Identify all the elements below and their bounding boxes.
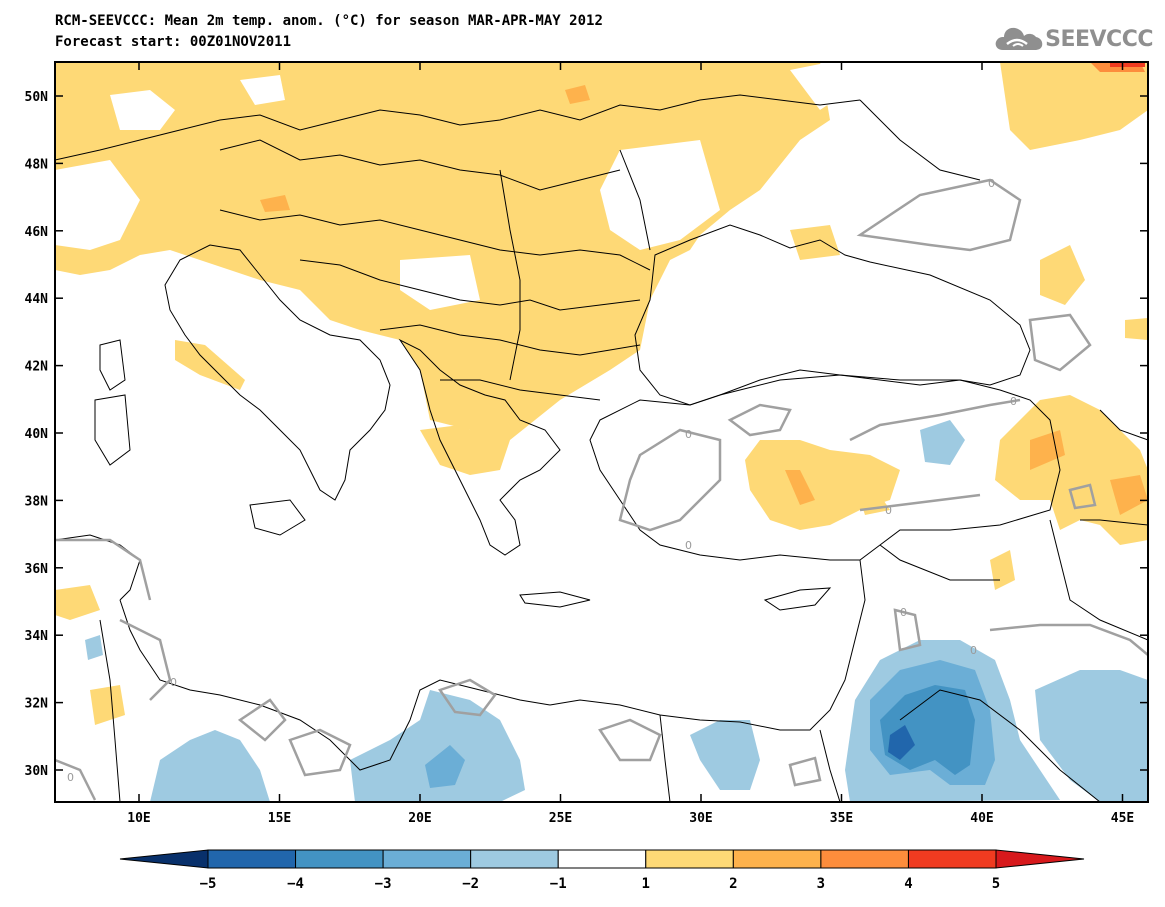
contour-label: 0 xyxy=(885,504,892,517)
colorbar-segment xyxy=(382,849,472,869)
lat-label: 50N xyxy=(25,90,49,105)
colorbar-segment xyxy=(207,849,297,869)
contour-label: 0 xyxy=(1010,395,1017,408)
lat-label: 40N xyxy=(25,427,49,442)
turkey-coast xyxy=(589,374,1061,561)
latitude-axis: 50N 48N 46N 44N 42N 40N 38N 36N 34N 32N 30N xyxy=(25,90,1148,779)
contour-label: 0 xyxy=(970,644,977,657)
logo-text: SEEVCCC xyxy=(1045,26,1153,52)
lon-label: 10E xyxy=(127,811,150,826)
colorbar-segment xyxy=(732,849,822,869)
colorbar-tick-label: −3 xyxy=(375,876,392,892)
lat-label: 30N xyxy=(25,764,49,779)
cool-anomaly-area-libya xyxy=(150,730,270,802)
lat-label: 34N xyxy=(25,629,49,644)
contour-label: 0 xyxy=(900,606,907,619)
colorbar-tick-label: 2 xyxy=(729,876,737,892)
colorbar-segment xyxy=(907,849,997,869)
colorbar-tick-label: −4 xyxy=(287,876,304,892)
anomaly-shading xyxy=(55,62,1148,802)
colorbar: −5 −4 −3 −2 −1 1 2 3 4 5 xyxy=(119,849,1085,892)
warm-anomaly-area-northeast xyxy=(1000,62,1148,150)
map-frame xyxy=(54,61,1149,803)
lon-label: 35E xyxy=(830,811,853,826)
lon-label: 40E xyxy=(970,811,993,826)
colorbar-arrow-right xyxy=(995,849,1085,869)
greece-coast xyxy=(398,338,561,556)
lat-label: 36N xyxy=(25,562,49,577)
colorbar-segment xyxy=(295,849,384,869)
lon-label: 25E xyxy=(549,811,572,826)
zero-contour-lines xyxy=(55,178,1148,801)
colorbar-tick-label: 5 xyxy=(992,876,1000,892)
lat-label: 32N xyxy=(25,697,49,712)
libya-coast xyxy=(119,599,551,771)
lon-label: 30E xyxy=(689,811,712,826)
colorbar-segment xyxy=(557,849,647,869)
colorbar-tick-label: 3 xyxy=(817,876,825,892)
forecast-start-subtitle: Forecast start: 00Z01NOV2011 xyxy=(55,34,292,50)
colorbar-arrow-left xyxy=(119,849,209,869)
italy-coast xyxy=(164,244,391,501)
levant-coast xyxy=(549,559,866,731)
lat-label: 48N xyxy=(25,157,49,172)
cloud-icon xyxy=(995,27,1043,50)
warm-anomaly-area-anatolia xyxy=(745,440,900,530)
colorbar-segment xyxy=(645,849,734,869)
lat-label: 46N xyxy=(25,225,49,240)
colorbar-segment xyxy=(470,849,559,869)
lat-label: 44N xyxy=(25,292,49,307)
contour-label: 0 xyxy=(170,676,177,689)
map-title: RCM-SEEVCCC: Mean 2m temp. anom. (°C) fo… xyxy=(55,13,603,29)
colorbar-tick-label: 1 xyxy=(642,876,650,892)
longitude-axis: 10E 15E 20E 25E 30E 35E 40E 45E xyxy=(127,62,1134,826)
lon-label: 20E xyxy=(408,811,431,826)
lat-label: 38N xyxy=(25,494,49,509)
coastlines-and-borders xyxy=(55,94,1148,802)
lat-label: 42N xyxy=(25,360,49,375)
seevccc-logo: SEEVCCC xyxy=(993,24,1153,54)
colorbar-segment xyxy=(820,849,909,869)
contour-label: 0 xyxy=(685,539,692,552)
contour-label: 0 xyxy=(67,771,74,784)
contour-label: 0 xyxy=(685,428,692,441)
colorbar-tick-label: −2 xyxy=(462,876,479,892)
colorbar-tick-label: −1 xyxy=(550,876,567,892)
contour-label: 0 xyxy=(988,177,995,190)
colorbar-tick-label: 4 xyxy=(904,876,912,892)
black-sea-coast xyxy=(634,224,1031,406)
colorbar-tick-label: −5 xyxy=(200,876,217,892)
lon-label: 15E xyxy=(268,811,291,826)
warm-anomaly-core xyxy=(565,85,590,104)
warm-anomaly-area-caucasus xyxy=(995,395,1148,545)
lon-label: 45E xyxy=(1111,811,1134,826)
contour-labels: 0 0 0 0 0 0 0 0 0 xyxy=(67,177,1017,784)
